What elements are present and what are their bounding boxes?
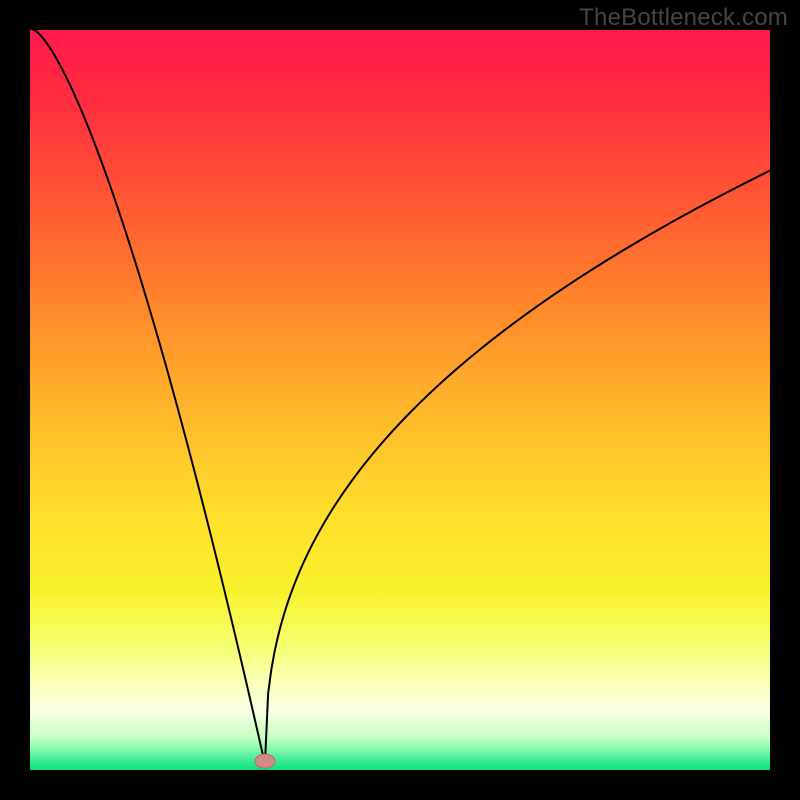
plot-area [30,30,770,770]
watermark-label: TheBottleneck.com [579,4,788,32]
figure-root: TheBottleneck.com [0,0,800,800]
bottleneck-chart [0,0,800,800]
minimum-marker [255,754,275,768]
